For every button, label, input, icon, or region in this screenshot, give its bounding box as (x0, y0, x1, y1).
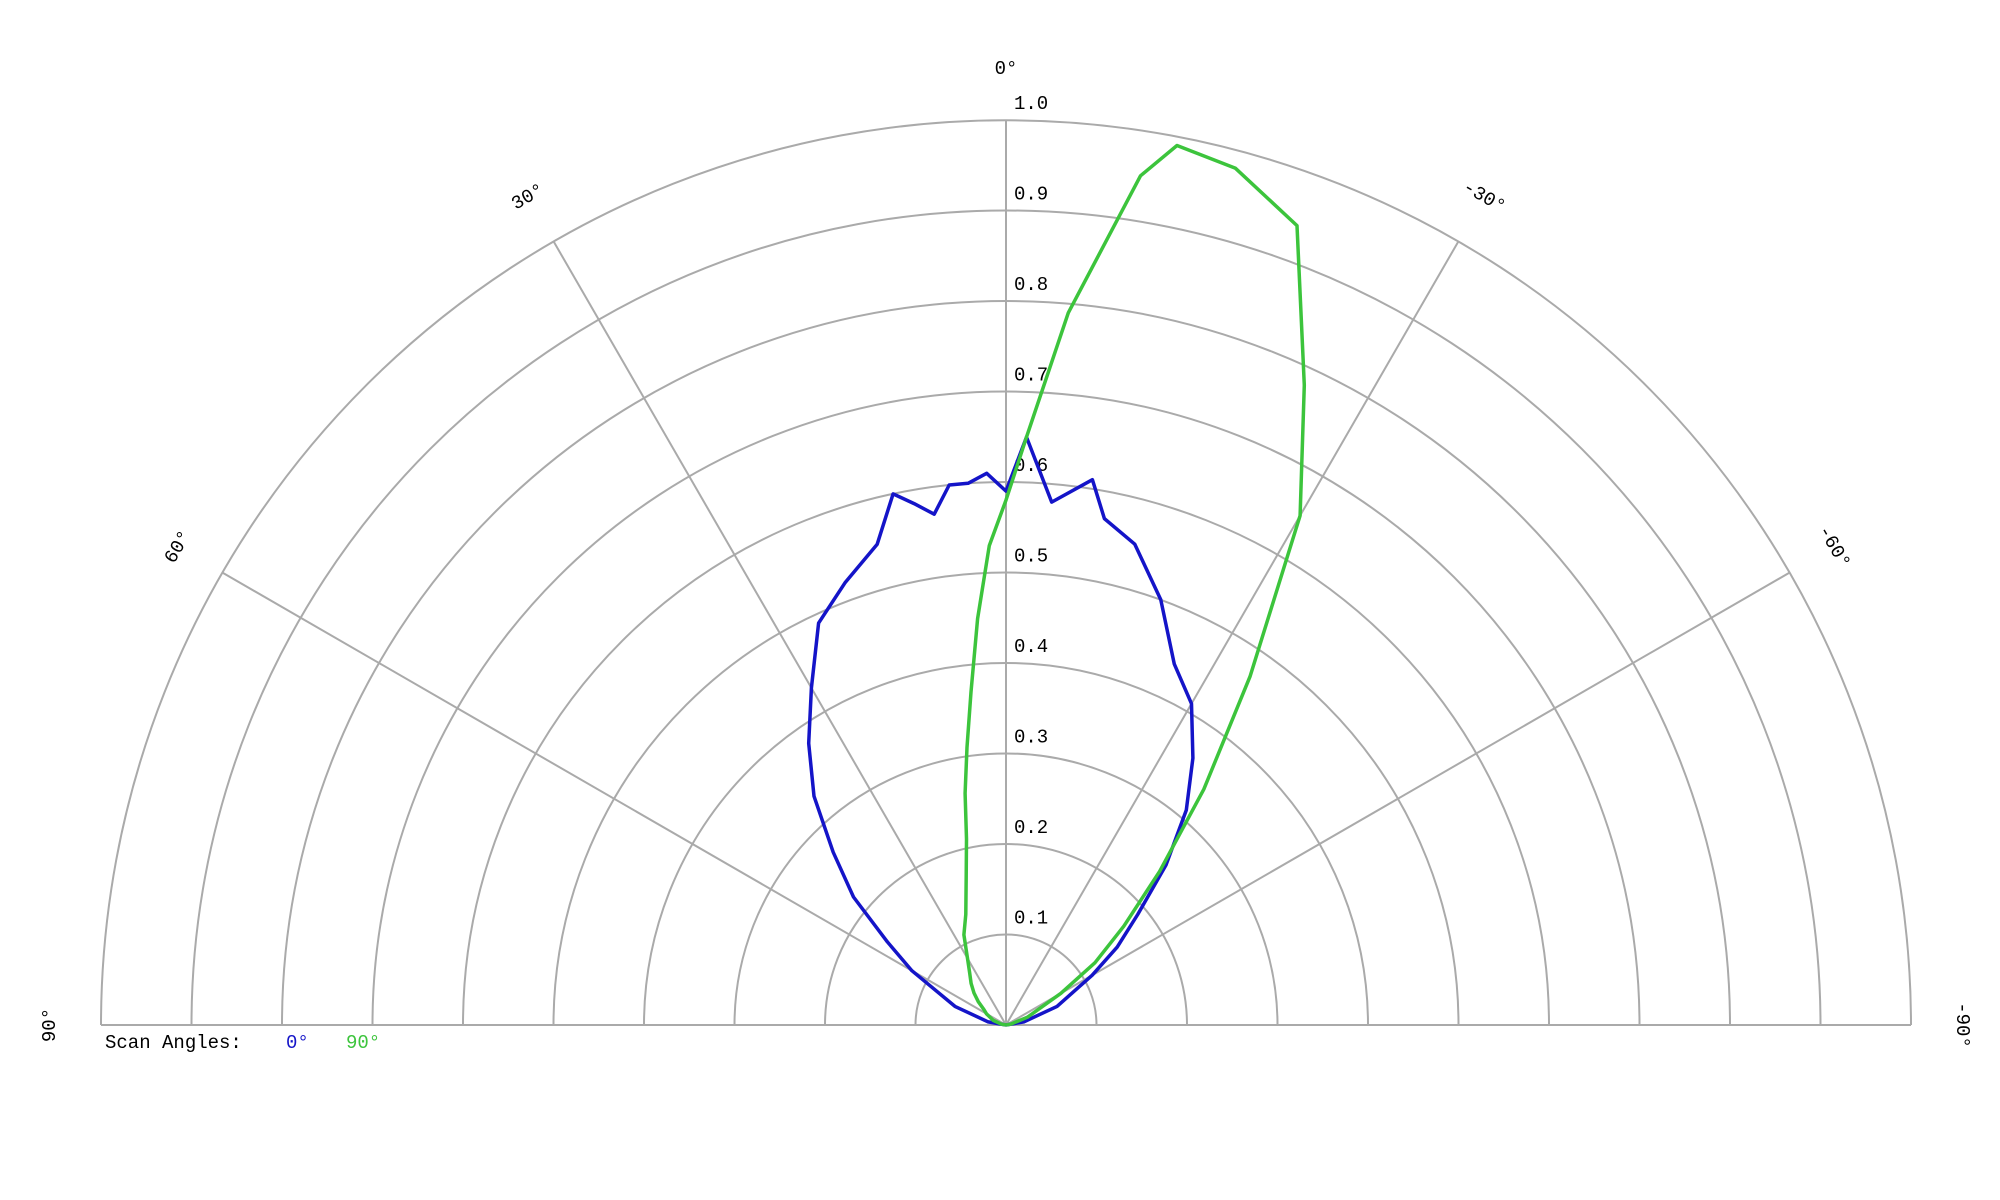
grid-spoke (1005, 571, 1791, 1026)
r-tick-label: 0.1 (1014, 908, 1048, 930)
angle-tick-label: 0° (995, 58, 1018, 80)
angle-tick-label: 60° (160, 527, 196, 568)
r-tick-label: 0.8 (1014, 274, 1048, 296)
r-tick-label: 0.5 (1014, 546, 1048, 568)
r-tick-label: 0.4 (1014, 636, 1048, 658)
angle-tick-label: 30° (508, 179, 549, 215)
r-tick-label: 0.2 (1014, 817, 1048, 839)
legend-entry: 0° (286, 1032, 309, 1054)
grid-spoke (1005, 240, 1460, 1026)
grid-spoke (221, 571, 1007, 1026)
legend-entry: 90° (346, 1032, 380, 1054)
r-tick-label: 0.7 (1014, 365, 1048, 387)
angle-tick-label: -90° (1951, 1002, 1973, 1048)
grid-spoke (552, 240, 1007, 1026)
r-tick-label: 0.9 (1014, 184, 1048, 206)
series-line (806, 435, 1195, 1027)
angle-tick-label: -30° (1459, 176, 1509, 218)
legend-title: Scan Angles: (105, 1032, 242, 1054)
angle-tick-label: 90° (39, 1008, 61, 1042)
r-tick-label: 0.3 (1014, 727, 1048, 749)
angle-tick-label: -60° (1813, 522, 1855, 572)
series-line (962, 143, 1307, 1027)
r-tick-label: 1.0 (1014, 93, 1048, 115)
